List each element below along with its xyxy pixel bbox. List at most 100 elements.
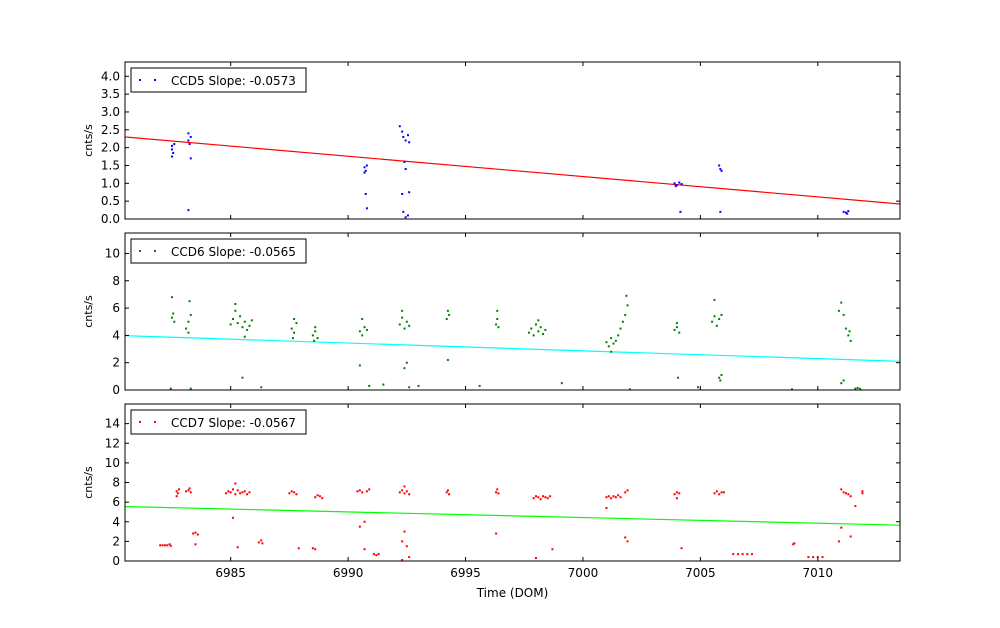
data-point bbox=[542, 333, 545, 336]
data-point bbox=[626, 540, 629, 543]
data-point bbox=[189, 135, 192, 138]
data-point bbox=[624, 536, 627, 539]
data-point bbox=[495, 491, 498, 494]
data-point bbox=[847, 334, 850, 337]
data-point bbox=[846, 212, 849, 215]
data-point bbox=[718, 376, 721, 379]
legend-marker bbox=[139, 250, 141, 252]
data-point bbox=[401, 559, 404, 561]
data-point bbox=[192, 532, 195, 535]
data-point bbox=[720, 169, 723, 172]
data-point bbox=[713, 492, 716, 495]
data-point bbox=[675, 322, 678, 325]
data-point bbox=[840, 301, 843, 304]
data-point bbox=[446, 309, 449, 312]
y-tick-label: 1.0 bbox=[101, 176, 120, 190]
data-point bbox=[680, 547, 683, 550]
data-point bbox=[408, 556, 411, 559]
data-point bbox=[236, 546, 239, 549]
data-point bbox=[196, 533, 199, 536]
y-tick-label: 6 bbox=[112, 495, 120, 509]
legend: CCD7 Slope: -0.0567 bbox=[130, 409, 307, 435]
y-tick-label: 3.0 bbox=[101, 105, 120, 119]
y-tick-label: 0 bbox=[112, 554, 120, 568]
data-point bbox=[607, 345, 610, 348]
data-point bbox=[624, 491, 627, 494]
data-point bbox=[364, 169, 367, 172]
x-tick-label: 6995 bbox=[450, 566, 481, 580]
data-point bbox=[675, 326, 678, 329]
data-point bbox=[678, 492, 681, 495]
data-point bbox=[720, 491, 723, 494]
data-point bbox=[234, 482, 237, 485]
data-point bbox=[736, 553, 739, 556]
data-point bbox=[495, 323, 498, 326]
data-point bbox=[560, 382, 563, 385]
data-point bbox=[178, 488, 181, 491]
data-point bbox=[544, 328, 547, 331]
data-point bbox=[448, 313, 451, 316]
data-point bbox=[229, 491, 232, 494]
y-axis-label: cnts/s bbox=[82, 466, 95, 499]
data-point bbox=[840, 526, 843, 529]
data-point bbox=[537, 496, 540, 499]
data-point bbox=[807, 556, 810, 559]
data-point bbox=[607, 495, 610, 498]
data-point bbox=[847, 210, 850, 213]
data-point bbox=[358, 364, 361, 367]
data-point bbox=[404, 216, 407, 219]
data-point bbox=[546, 497, 549, 500]
data-point bbox=[169, 544, 172, 547]
data-point bbox=[234, 309, 237, 312]
data-point bbox=[232, 516, 235, 519]
data-point bbox=[291, 337, 294, 340]
legend-box bbox=[130, 409, 307, 435]
data-point bbox=[166, 544, 169, 547]
data-point bbox=[675, 491, 678, 494]
data-point bbox=[170, 144, 173, 147]
plot-area bbox=[125, 125, 900, 219]
fit-line bbox=[125, 505, 900, 526]
data-point bbox=[241, 376, 244, 379]
plot-area bbox=[125, 294, 900, 390]
data-point bbox=[363, 171, 366, 174]
data-point bbox=[551, 548, 554, 551]
data-point bbox=[188, 143, 191, 146]
data-point bbox=[675, 184, 678, 187]
data-point bbox=[358, 330, 361, 333]
data-point bbox=[673, 493, 676, 496]
data-point bbox=[248, 324, 251, 327]
data-point bbox=[405, 545, 408, 548]
data-point bbox=[363, 520, 366, 523]
data-point bbox=[537, 319, 540, 322]
data-point bbox=[290, 490, 293, 493]
data-point bbox=[405, 490, 408, 493]
data-point bbox=[382, 383, 385, 386]
plot-area bbox=[125, 482, 900, 561]
data-point bbox=[621, 320, 624, 323]
data-point bbox=[364, 193, 367, 196]
y-tick-label: 4 bbox=[112, 515, 120, 529]
data-point bbox=[363, 326, 366, 329]
fit-line bbox=[125, 136, 900, 205]
data-point bbox=[849, 495, 852, 498]
data-point bbox=[732, 553, 735, 556]
data-point bbox=[361, 318, 364, 321]
data-point bbox=[314, 330, 317, 333]
data-point bbox=[176, 492, 179, 495]
data-point bbox=[746, 553, 749, 556]
fit-line bbox=[125, 335, 900, 362]
data-point bbox=[175, 495, 178, 498]
data-point bbox=[626, 304, 629, 307]
data-point bbox=[673, 328, 676, 331]
data-point bbox=[619, 496, 622, 499]
y-tick-label: 2.0 bbox=[101, 141, 120, 155]
data-point bbox=[187, 139, 190, 142]
data-point bbox=[187, 209, 190, 212]
x-tick-label: 7005 bbox=[685, 566, 716, 580]
data-point bbox=[403, 485, 406, 488]
data-point bbox=[170, 155, 173, 158]
data-point bbox=[405, 361, 408, 364]
data-point bbox=[847, 493, 850, 496]
data-point bbox=[314, 326, 317, 329]
